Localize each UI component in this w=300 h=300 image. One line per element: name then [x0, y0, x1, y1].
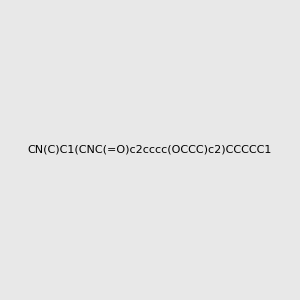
- Text: CN(C)C1(CNC(=O)c2cccc(OCCC)c2)CCCCC1: CN(C)C1(CNC(=O)c2cccc(OCCC)c2)CCCCC1: [28, 145, 272, 155]
